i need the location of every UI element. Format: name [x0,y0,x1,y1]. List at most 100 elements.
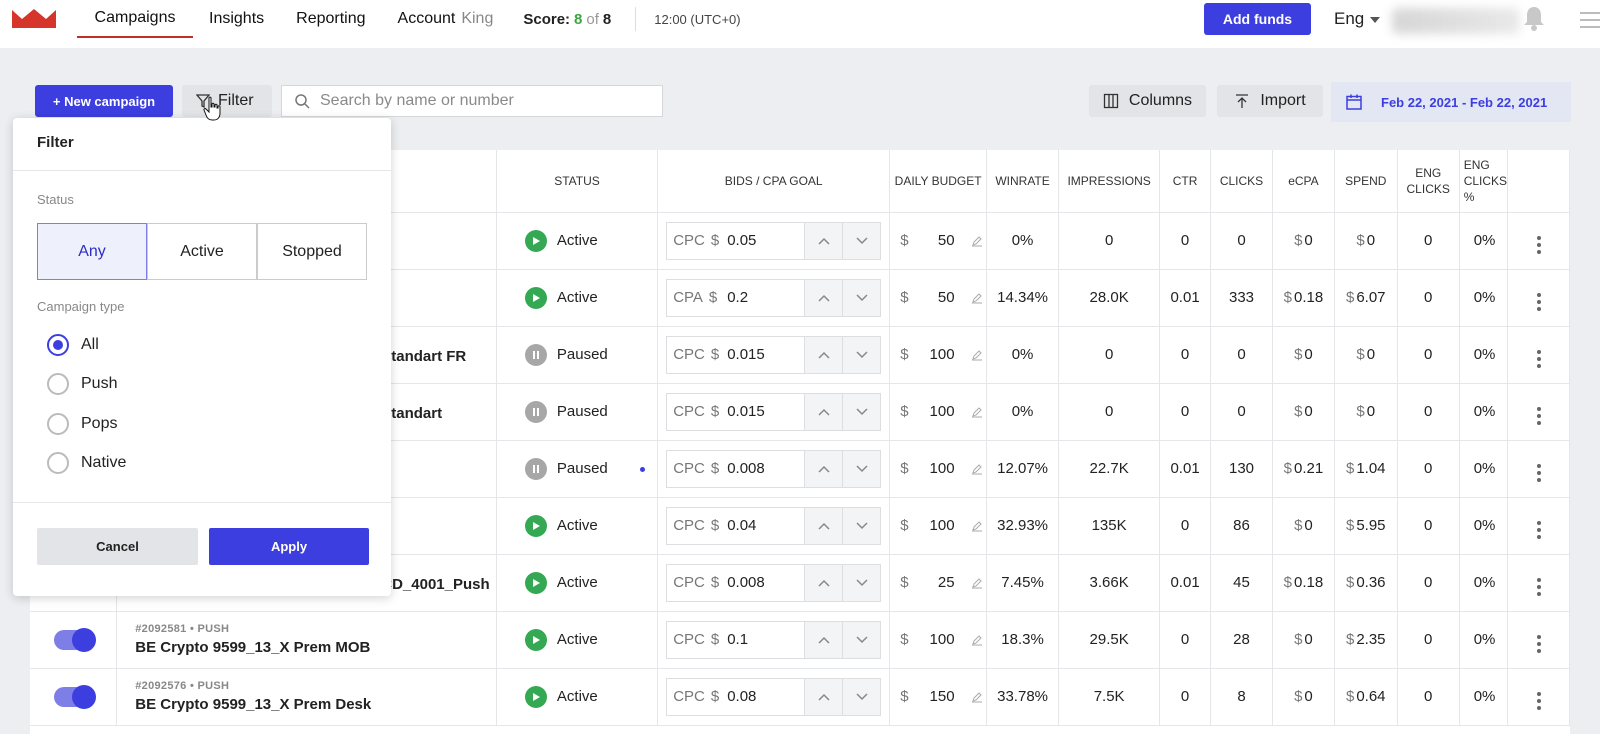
status-icon[interactable] [524,571,547,594]
status-cell[interactable]: Active [496,554,659,612]
bid-increase-button[interactable] [804,450,843,487]
bid-increase-button[interactable] [804,507,843,544]
bid-increase-button[interactable] [804,393,843,430]
language-select[interactable]: Eng [1334,9,1381,29]
bid-decrease-button[interactable] [842,222,881,259]
kebab-icon[interactable] [1536,692,1541,710]
col-impressions[interactable]: IMPRESSIONS [1058,150,1161,213]
budget-cell[interactable]: $100 [889,326,988,384]
budget-cell[interactable]: $150 [889,668,988,726]
pencil-icon[interactable] [971,577,983,589]
budget-cell[interactable]: $50 [889,212,988,270]
col-ecpa[interactable]: eCPA [1272,150,1335,213]
campaign-cell[interactable]: #2092581 • PUSH BE Crypto 9599_13_X Prem… [116,611,497,669]
status-cell[interactable]: Active [496,269,659,327]
radio-icon[interactable] [47,413,69,435]
col-eng-clicks[interactable]: ENG CLICKS [1397,150,1460,213]
bid-decrease-button[interactable] [842,450,881,487]
bid-value[interactable]: 0.1 [727,631,749,648]
bid-increase-button[interactable] [804,564,843,601]
campaign-name[interactable]: BE Crypto 9599_13_X Prem MOB [135,639,371,656]
campaign-toggle[interactable] [54,627,96,652]
status-icon[interactable] [524,343,547,366]
bid-value[interactable]: 0.008 [727,460,765,477]
bid-value[interactable]: 0.015 [727,403,765,420]
campaign-toggle[interactable] [54,684,96,709]
import-button[interactable]: Import [1217,85,1323,117]
bid-increase-button[interactable] [804,336,843,373]
bid-input[interactable]: CPA $ 0.2 [666,278,882,317]
col-spend[interactable]: SPEND [1334,150,1398,213]
nav-tab-reporting[interactable]: Reporting [280,0,381,38]
col-bids[interactable]: BIDS / CPA GOAL [657,150,891,213]
col-clicks[interactable]: CLICKS [1210,150,1274,213]
status-cell[interactable]: Active [496,668,659,726]
bid-decrease-button[interactable] [842,678,881,715]
kebab-icon[interactable] [1536,521,1541,539]
filter-cancel-button[interactable]: Cancel [37,528,198,565]
budget-cell[interactable]: $25 [889,554,988,612]
budget-cell[interactable]: $100 [889,497,988,555]
bid-decrease-button[interactable] [842,507,881,544]
columns-button[interactable]: Columns [1089,85,1206,117]
campaign-name[interactable]: Standart [381,405,443,422]
bid-input[interactable]: CPC $ 0.008 [666,449,882,488]
bid-input[interactable]: CPC $ 0.008 [666,563,882,602]
pencil-icon[interactable] [971,463,983,475]
add-funds-button[interactable]: Add funds [1204,3,1311,35]
filter-apply-button[interactable]: Apply [209,528,369,565]
col-daily-budget[interactable]: DAILY BUDGET [889,150,988,213]
campaign-name[interactable]: BE Crypto 9599_13_X Prem Desk [135,696,372,713]
col-status[interactable]: STATUS [496,150,659,213]
budget-cell[interactable]: $100 [889,611,988,669]
bid-input[interactable]: CPC $ 0.015 [666,335,882,374]
nav-account[interactable]: Account King [382,0,510,38]
kebab-icon[interactable] [1536,635,1541,653]
date-range-picker[interactable]: Feb 22, 2021 - Feb 22, 2021 [1331,82,1571,122]
budget-cell[interactable]: $100 [889,440,988,498]
status-icon[interactable] [524,628,547,651]
nav-tab-insights[interactable]: Insights [193,0,280,38]
status-icon[interactable] [524,514,547,537]
pencil-icon[interactable] [971,406,983,418]
campaign-name[interactable]: Standart FR [381,348,467,365]
new-campaign-button[interactable]: + New campaign [35,85,173,117]
status-option-stopped[interactable]: Stopped [257,223,367,280]
bid-increase-button[interactable] [804,222,843,259]
status-cell[interactable]: Paused [496,440,659,498]
status-icon[interactable] [524,286,547,309]
status-cell[interactable]: Active [496,497,659,555]
status-cell[interactable]: Paused [496,326,659,384]
pencil-icon[interactable] [971,691,983,703]
bid-input[interactable]: CPC $ 0.08 [666,677,882,716]
table-row[interactable]: CD_4001_Push Active CPC $ 0.008 $25 7.45%… [30,554,1570,612]
type-option-all[interactable]: All [47,334,99,356]
pencil-icon[interactable] [971,349,983,361]
kebab-icon[interactable] [1536,350,1541,368]
bid-increase-button[interactable] [804,678,843,715]
bid-decrease-button[interactable] [842,621,881,658]
status-cell[interactable]: Active [496,611,659,669]
bid-value[interactable]: 0.05 [727,232,757,249]
crown-logo-icon[interactable] [10,6,58,30]
pencil-icon[interactable] [971,520,983,532]
bid-value[interactable]: 0.015 [727,346,765,363]
hamburger-icon[interactable] [1576,10,1600,30]
status-cell[interactable]: Active [496,212,659,270]
bid-decrease-button[interactable] [842,564,881,601]
status-icon[interactable] [524,457,547,480]
kebab-icon[interactable] [1536,578,1541,596]
bid-decrease-button[interactable] [842,336,881,373]
bid-value[interactable]: 0.008 [727,574,765,591]
type-option-pops[interactable]: Pops [47,413,117,435]
kebab-icon[interactable] [1536,407,1541,425]
bid-decrease-button[interactable] [842,393,881,430]
bid-increase-button[interactable] [804,279,843,316]
col-ctr[interactable]: CTR [1159,150,1211,213]
status-icon[interactable] [524,685,547,708]
bid-input[interactable]: CPC $ 0.1 [666,620,882,659]
campaign-cell[interactable]: #2092576 • PUSH BE Crypto 9599_13_X Prem… [116,668,497,726]
bid-input[interactable]: CPC $ 0.05 [666,221,882,260]
bid-value[interactable]: 0.08 [727,688,757,705]
col-eng-clicks-pct[interactable]: ENG CLICKS % [1459,150,1509,213]
